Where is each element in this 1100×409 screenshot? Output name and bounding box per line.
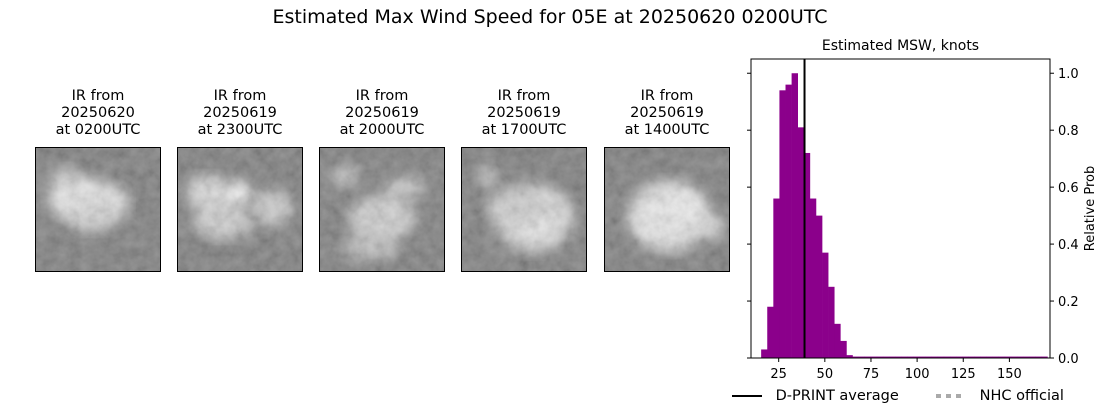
histogram-bar [974,356,981,358]
histogram-bar [773,198,780,358]
x-tick-label: 25 [770,367,787,382]
ir-panel-3: IR from 20250619 at 2000UTC [319,88,445,272]
histogram-bar [828,286,835,358]
histogram-bar [858,356,865,358]
histogram-bar [949,356,957,358]
ir-satellite-image [35,147,161,272]
msw-histogram-chart: 25 50 75 100 125 150 0.0 0.2 0.4 0.6 0.8 1.0 Estimat… [747,38,1098,382]
ir-satellite-image [177,147,303,272]
y-tick-label: 1.0 [1058,67,1079,82]
histogram-bar [889,356,896,358]
histogram-bar [1010,356,1018,358]
legend-item-dprint: D-PRINT average [731,386,899,406]
histogram-bar [907,356,914,358]
histogram-bar [1035,356,1042,358]
ir-cloud-imagery [605,148,729,271]
ir-panel-4: IR from 20250619 at 1700UTC [461,88,587,272]
histogram-bar [870,356,878,358]
histogram-bar [761,349,768,358]
histogram-bar [913,356,920,358]
histogram-bar [1004,356,1012,358]
plot-frame [750,58,1051,359]
histogram-bar [943,356,951,358]
y-axis-label: Relative Prob [1083,166,1098,251]
ir-panel-5: IR from 20250619 at 1400UTC [604,88,730,272]
histogram-bar [937,356,945,358]
chart-title: Estimated MSW, knots [822,38,979,54]
histogram-bar [852,356,859,358]
y-tick-label: 0.0 [1058,352,1079,367]
legend-dotted-line-icon [936,394,966,398]
histogram-bar [901,356,908,358]
histogram-bar [992,356,999,358]
histogram-bar [1016,356,1024,358]
histogram-bar [840,340,847,358]
ir-caption: IR from 20250619 at 1400UTC [624,88,710,138]
histogram-bar [980,356,987,358]
legend-solid-line-icon [732,395,762,397]
histogram-bar [846,355,853,358]
histogram-bar [986,356,993,358]
legend-item-nhc: NHC official [935,386,1064,406]
ir-cloud-imagery [36,148,160,271]
y-tick-label: 0.8 [1058,124,1079,139]
histogram-bar [925,356,932,358]
histogram-bar [931,356,939,358]
x-tick-label: 100 [905,367,930,382]
ir-satellite-image [319,147,445,272]
ir-caption: IR from 20250619 at 2000UTC [339,88,425,138]
histogram-bar [779,90,786,359]
y-tick-label: 0.6 [1058,181,1079,196]
ir-caption: IR from 20250619 at 1700UTC [481,88,567,138]
histogram-bar [791,73,798,358]
histogram-bar [785,84,792,358]
histogram-bar [815,215,823,358]
x-tick-label: 75 [863,367,880,382]
histogram-bar [767,306,774,358]
ir-caption: IR from 20250620 at 0200UTC [55,88,141,138]
histogram-bar [962,356,969,358]
histogram-bar [895,356,902,358]
ir-panel-2: IR from 20250619 at 2300UTC [177,88,303,272]
x-tick-label: 50 [817,367,834,382]
ir-caption: IR from 20250619 at 2300UTC [197,88,283,138]
histogram-bar [809,198,817,358]
histogram-bar [797,127,805,358]
y-tick-label: 0.2 [1058,295,1079,310]
histogram-bar [864,356,872,358]
ir-cloud-imagery [462,148,586,271]
ir-panel-1: IR from 20250620 at 0200UTC [35,88,161,272]
legend-label: D-PRINT average [775,388,899,404]
histogram-bar [919,356,926,358]
ir-cloud-imagery [178,148,302,271]
histogram-bar [956,356,963,358]
histogram-bar [968,356,975,358]
histogram-bar [834,323,841,358]
histogram-bar [998,356,1006,358]
legend-label: NHC official [979,388,1064,404]
histogram-bar [803,152,811,358]
histogram-bar [876,356,884,358]
histogram-bar [1029,356,1036,358]
histogram-bar [822,252,829,358]
ir-satellite-image [604,147,730,272]
histogram-bar [1023,356,1030,358]
ir-cloud-imagery [320,148,444,271]
histogram-bar [882,356,890,358]
histogram-bar [1041,356,1048,358]
ir-satellite-image [461,147,587,272]
x-tick-label: 125 [951,367,976,382]
figure-title: Estimated Max Wind Speed for 05E at 2025… [272,6,828,28]
y-tick-label: 0.4 [1058,238,1079,253]
x-tick-label: 150 [997,367,1022,382]
